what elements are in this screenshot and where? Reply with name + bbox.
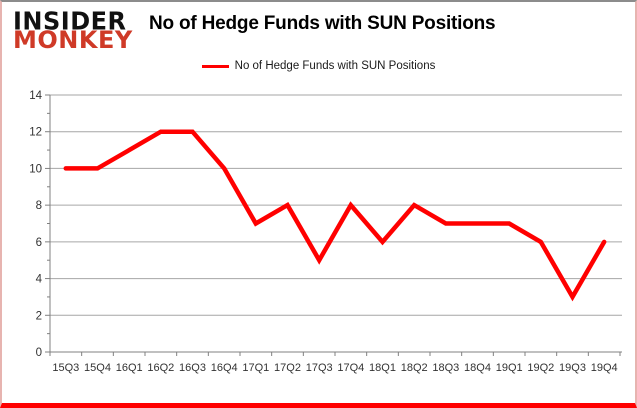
- x-axis-label: 19Q1: [496, 362, 523, 374]
- legend-label: No of Hedge Funds with SUN Positions: [234, 60, 436, 72]
- x-axis-label: 15Q3: [52, 362, 79, 374]
- page-title: No of Hedge Funds with SUN Positions: [149, 13, 496, 34]
- x-axis-label: 18Q4: [464, 362, 491, 374]
- y-axis-label: 4: [36, 274, 43, 286]
- insider-monkey-logo: INSIDER MONKEY: [13, 6, 133, 54]
- x-axis-label: 17Q2: [274, 362, 301, 374]
- x-axis-label: 16Q2: [147, 362, 174, 374]
- x-axis-label: 16Q3: [179, 362, 206, 374]
- x-axis-label: 18Q2: [401, 362, 428, 374]
- x-axis-label: 19Q2: [527, 362, 554, 374]
- y-axis-label: 12: [29, 127, 42, 139]
- logo-insider-text: INSIDER: [13, 6, 127, 36]
- x-axis-label: 17Q4: [337, 362, 364, 374]
- x-axis-label: 16Q1: [116, 362, 143, 374]
- y-axis-label: 2: [36, 310, 42, 322]
- x-axis-label: 15Q4: [84, 362, 111, 374]
- x-axis-label: 17Q3: [306, 362, 333, 374]
- chart-legend: No of Hedge Funds with SUN Positions: [2, 60, 635, 72]
- x-axis-label: 18Q1: [369, 362, 396, 374]
- x-axis-label: 17Q1: [242, 362, 269, 374]
- y-axis-label: 10: [29, 163, 42, 175]
- legend-line-swatch: [201, 64, 229, 68]
- x-axis-label: 19Q4: [591, 362, 618, 374]
- x-axis-label: 16Q4: [211, 362, 238, 374]
- series-line: [63, 129, 607, 302]
- y-axis-label: 8: [36, 200, 42, 212]
- x-axis-label: 19Q3: [559, 362, 586, 374]
- y-axis-label: 14: [29, 90, 42, 102]
- line-chart-plot: 0 2 4 6 8 10 12 14 15Q3 15Q4 16Q1 16Q2 16Q3 16Q4 17Q1 1…: [29, 90, 622, 374]
- logo-monkey-text: MONKEY: [13, 26, 133, 54]
- y-axis-label: 6: [36, 237, 42, 249]
- x-axis-label: 18Q3: [432, 362, 459, 374]
- y-axis-label: 0: [36, 347, 42, 359]
